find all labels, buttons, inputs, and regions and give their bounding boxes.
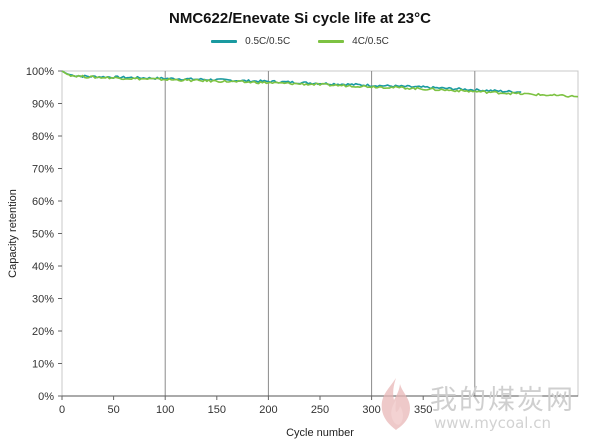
watermark-text: 我的煤炭网 bbox=[430, 385, 575, 416]
legend-label-series-2: 4C/0.5C bbox=[352, 36, 389, 47]
plot-frame bbox=[61, 70, 579, 397]
y-tick-label: 90% bbox=[32, 99, 54, 111]
axes: 0% 10% 20% 30% 40% 50% 60% 70% 80% 90% 100% 0 50 100 1… bbox=[26, 66, 578, 416]
y-tick-label: 50% bbox=[32, 229, 54, 241]
x-tick-label: 250 bbox=[311, 404, 329, 416]
chart-title: NMC622/Enevate Si cycle life at 23°C bbox=[169, 10, 431, 27]
x-tick-label: 200 bbox=[259, 404, 277, 416]
y-axis-label: Capacity retention bbox=[7, 189, 19, 278]
series-line-1 bbox=[61, 70, 522, 94]
series-group bbox=[61, 70, 579, 98]
x-axis-label: Cycle number bbox=[286, 427, 354, 439]
y-tick-label: 60% bbox=[32, 196, 54, 208]
legend-label-series-1: 0.5C/0.5C bbox=[245, 36, 291, 47]
watermark-url: www.mycoal.cn bbox=[434, 414, 551, 432]
legend-item-series-1: 0.5C/0.5C bbox=[211, 36, 290, 47]
legend-swatch-series-2 bbox=[318, 40, 345, 43]
x-tick-label: 300 bbox=[362, 404, 380, 416]
x-tick-label: 50 bbox=[107, 404, 119, 416]
y-tick-label: 80% bbox=[32, 131, 54, 143]
watermark: 我的煤炭网 www.mycoal.cn bbox=[362, 374, 592, 438]
x-tick-label: 150 bbox=[208, 404, 226, 416]
y-tick-label: 40% bbox=[32, 261, 54, 273]
grid bbox=[61, 70, 579, 397]
legend-swatch-series-1 bbox=[211, 40, 238, 43]
y-tick-label: 100% bbox=[26, 66, 54, 78]
series-line-2 bbox=[61, 70, 579, 98]
y-tick-label: 70% bbox=[32, 164, 54, 176]
y-tick-label: 30% bbox=[32, 294, 54, 306]
x-tick-label: 0 bbox=[59, 404, 65, 416]
legend-item-series-2: 4C/0.5C bbox=[318, 36, 389, 47]
legend: 0.5C/0.5C 4C/0.5C bbox=[0, 36, 600, 47]
x-tick-label: 350 bbox=[414, 404, 432, 416]
y-tick-label: 0% bbox=[38, 391, 54, 403]
y-tick-label: 20% bbox=[32, 326, 54, 338]
x-tick-label: 100 bbox=[156, 404, 174, 416]
flame-logo-icon bbox=[381, 378, 410, 430]
y-tick-label: 10% bbox=[32, 359, 54, 371]
